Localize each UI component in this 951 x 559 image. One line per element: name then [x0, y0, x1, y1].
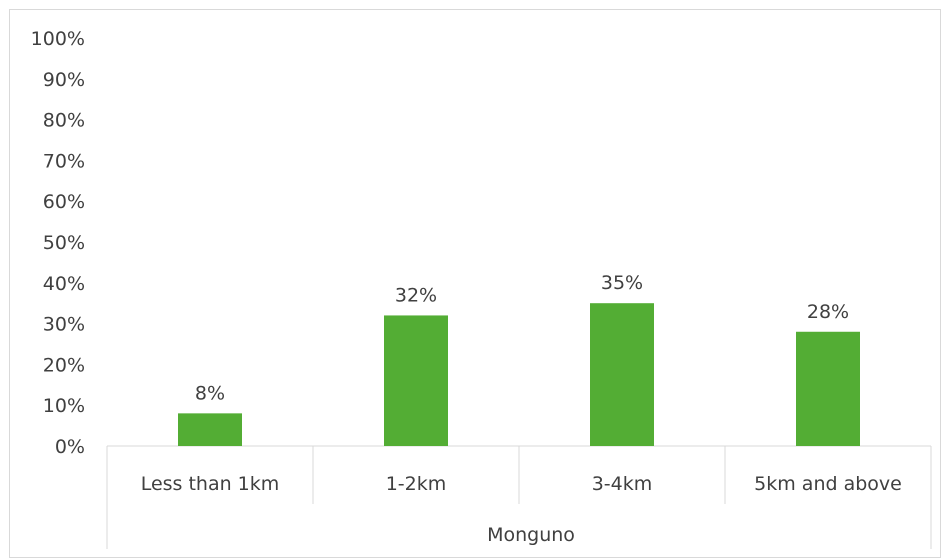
y-tick-label: 30% — [43, 314, 85, 336]
bars — [178, 303, 860, 446]
category-label: 5km and above — [754, 473, 902, 495]
chart-frame — [9, 9, 941, 558]
bar — [384, 315, 448, 446]
bar — [590, 303, 654, 446]
data-labels: 8% 32% 35% 28% — [195, 272, 849, 404]
data-label: 8% — [195, 382, 225, 404]
y-tick-label: 90% — [43, 69, 85, 91]
y-tick-label: 50% — [43, 232, 85, 254]
y-tick-label: 10% — [43, 395, 85, 417]
group-label: Monguno — [487, 524, 575, 546]
data-label: 35% — [601, 272, 643, 294]
data-label: 28% — [807, 301, 849, 323]
y-tick-label: 100% — [31, 28, 85, 50]
category-label: 3-4km — [592, 473, 653, 495]
data-label: 32% — [395, 284, 437, 306]
y-tick-label: 40% — [43, 273, 85, 295]
y-tick-label: 60% — [43, 191, 85, 213]
bar — [178, 413, 242, 446]
y-tick-label: 0% — [55, 436, 85, 458]
category-label: 1-2km — [386, 473, 447, 495]
category-label: Less than 1km — [141, 473, 280, 495]
bar — [796, 331, 860, 446]
y-tick-label: 80% — [43, 110, 85, 132]
y-axis-ticks: 0% 10% 20% 30% 40% 50% 60% 70% 80% 90% 100% — [31, 28, 85, 458]
y-tick-label: 70% — [43, 150, 85, 172]
category-labels: Less than 1km 1-2km 3-4km 5km and above — [141, 473, 902, 495]
y-tick-label: 20% — [43, 354, 85, 376]
axes — [106, 445, 932, 549]
